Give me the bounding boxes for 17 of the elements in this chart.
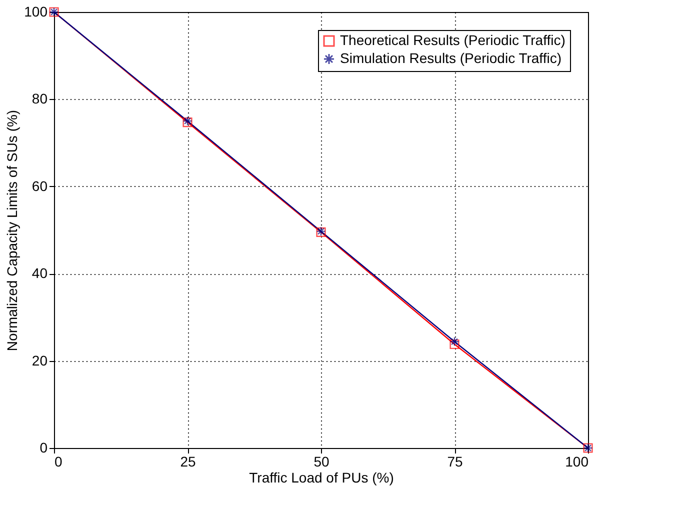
x-tick-label: 50	[314, 454, 330, 470]
y-tick-label: 80	[32, 90, 48, 107]
legend-label: Theoretical Results (Periodic Traffic)	[340, 32, 566, 48]
y-tick-label: 40	[32, 265, 48, 282]
x-tick-label: 75	[447, 454, 463, 470]
x-axis-title: Traffic Load of PUs (%)	[249, 470, 394, 486]
y-tick-label: 100	[24, 4, 48, 20]
legend-label: Simulation Results (Periodic Traffic)	[340, 50, 562, 66]
point	[450, 336, 460, 346]
y-axis-title: Normalized Capacity Limits of SUs (%)	[4, 110, 20, 352]
y-tick-label: 60	[32, 178, 48, 194]
x-tick-label: 0	[54, 454, 62, 470]
x-tick-label: 25	[180, 454, 196, 470]
y-tick-label: 20	[32, 352, 48, 368]
y-tick-label: 0	[40, 440, 48, 456]
x-tick-label: 100	[565, 454, 589, 470]
point	[450, 339, 460, 350]
